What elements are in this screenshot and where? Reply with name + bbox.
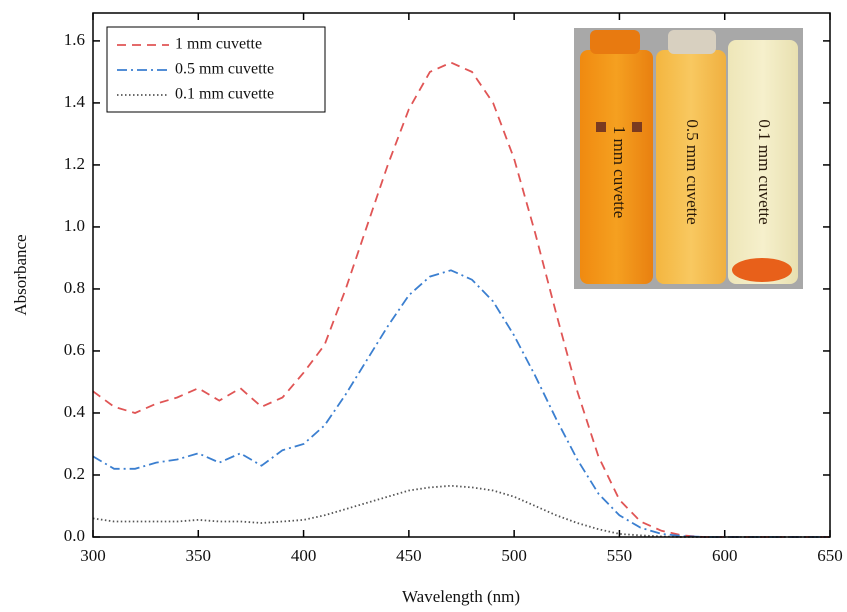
y-tick-label: 0.8 (64, 278, 85, 297)
y-tick-label: 0.4 (64, 402, 86, 421)
y-tick-label: 0.0 (64, 526, 85, 545)
x-tick-label: 550 (607, 546, 633, 565)
inset-label: 1 mm cuvette (610, 126, 629, 219)
y-tick-label: 1.0 (64, 216, 85, 235)
y-axis-label: Absorbance (11, 234, 30, 315)
legend-label: 0.1 mm cuvette (175, 86, 274, 103)
series-line (92, 484, 830, 538)
x-tick-label: 500 (501, 546, 527, 565)
y-tick-label: 1.2 (64, 154, 85, 173)
inset-label: 0.1 mm cuvette (755, 119, 774, 224)
y-tick-label: 0.6 (64, 340, 85, 359)
y-tick-label: 0.2 (64, 464, 85, 483)
plot-frame (92, 12, 831, 538)
x-tick-label: 350 (186, 546, 212, 565)
legend-label: 1 mm cuvette (175, 36, 262, 53)
legend-label: 0.5 mm cuvette (175, 61, 274, 78)
x-axis-label: Wavelength (nm) (402, 587, 520, 606)
x-tick-label: 300 (80, 546, 106, 565)
x-tick-label: 600 (712, 546, 738, 565)
y-tick-label: 1.6 (64, 30, 85, 49)
series-line (92, 269, 830, 538)
x-tick-label: 400 (291, 546, 317, 565)
y-tick-label: 1.4 (64, 92, 86, 111)
inset-label: 0.5 mm cuvette (683, 119, 702, 224)
x-tick-label: 650 (817, 546, 843, 565)
x-tick-label: 450 (396, 546, 422, 565)
inset-photo (574, 28, 803, 289)
